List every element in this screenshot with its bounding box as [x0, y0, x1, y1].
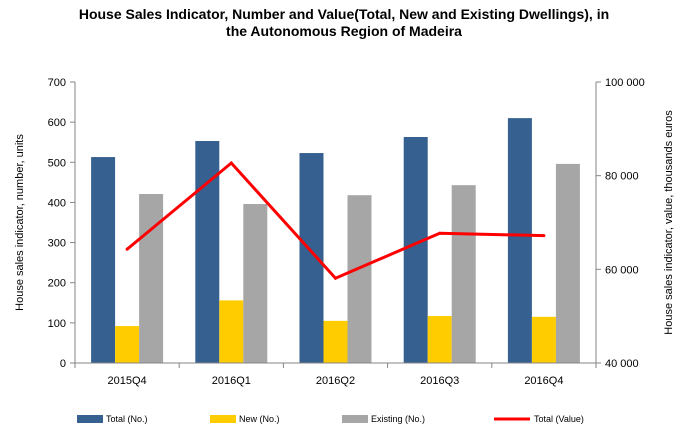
line-layer — [125, 160, 546, 281]
bar-existing-no-2016Q3 — [451, 185, 476, 363]
y-right-tick-label: 100 000 — [605, 77, 645, 89]
bar-new-no-2016Q3 — [427, 316, 452, 363]
legend-label-existing-no: Existing (No.) — [371, 414, 425, 424]
x-tick-label: 2015Q4 — [108, 375, 147, 387]
legend: Total (No.) New (No.) Existing (No.) Total … — [77, 414, 584, 424]
x-tick-label: 2016Q1 — [212, 375, 251, 387]
x-tick-label: 2016Q3 — [420, 375, 459, 387]
y-axis-right-title: House sales indicator, value, thousands … — [663, 110, 675, 335]
bar-existing-no-2016Q4 — [555, 163, 580, 363]
bar-total-no-2016Q2 — [299, 153, 324, 363]
y-left-tick-label: 300 — [48, 238, 66, 250]
y-right-tick-label: 60 000 — [605, 264, 639, 276]
line-point-2016Q3 — [438, 231, 442, 235]
y-left-tick-label: 100 — [48, 318, 66, 330]
line-point-2015Q4 — [125, 247, 129, 251]
legend-swatch-total-no — [77, 415, 103, 423]
y-left-tick-label: 700 — [48, 77, 66, 89]
bar-existing-no-2016Q1 — [243, 204, 268, 363]
line-point-2016Q2 — [334, 276, 337, 280]
chart-title-line1: House Sales Indicator, Number and Value(… — [78, 6, 610, 22]
legend-swatch-existing-no — [342, 415, 368, 423]
line-point-2016Q4 — [542, 234, 546, 238]
bar-new-no-2015Q4 — [115, 326, 140, 363]
bar-new-no-2016Q1 — [219, 300, 244, 363]
x-tick-label: 2016Q4 — [524, 375, 563, 387]
legend-swatch-new-no — [210, 415, 236, 423]
legend-label-total-no: Total (No.) — [106, 414, 148, 424]
y-left-tick-label: 400 — [48, 197, 66, 209]
line-series-total-value — [126, 160, 544, 281]
x-tick-label: 2016Q2 — [316, 375, 355, 387]
y-right-tick-label: 40 000 — [605, 358, 639, 370]
y-axis-left-title: House sales indicator, number, units — [14, 134, 26, 311]
bar-total-no-2016Q4 — [507, 118, 532, 363]
y-left-tick-label: 600 — [48, 117, 66, 129]
bars-layer — [91, 118, 580, 363]
y-left-tick-label: 0 — [60, 358, 66, 370]
bar-total-no-2016Q3 — [403, 136, 428, 363]
bar-new-no-2016Q2 — [323, 320, 348, 363]
axes-layer: 0 100 200 300 400 500 600 700 40 000 60 000 80 000… — [14, 77, 675, 387]
y-left-tick-label: 200 — [48, 278, 66, 290]
legend-label-total-value: Total (Value) — [534, 414, 584, 424]
bar-existing-no-2016Q2 — [347, 195, 372, 363]
y-right-tick-label: 80 000 — [605, 171, 639, 183]
chart-title-line2: the Autonomous Region of Madeira — [226, 23, 462, 39]
y-left-tick-label: 500 — [48, 157, 66, 169]
legend-label-new-no: New (No.) — [239, 414, 280, 424]
bar-existing-no-2015Q4 — [139, 193, 164, 363]
line-point-2016Q1 — [229, 161, 233, 165]
bar-new-no-2016Q4 — [531, 316, 556, 363]
bar-total-no-2015Q4 — [91, 157, 116, 363]
